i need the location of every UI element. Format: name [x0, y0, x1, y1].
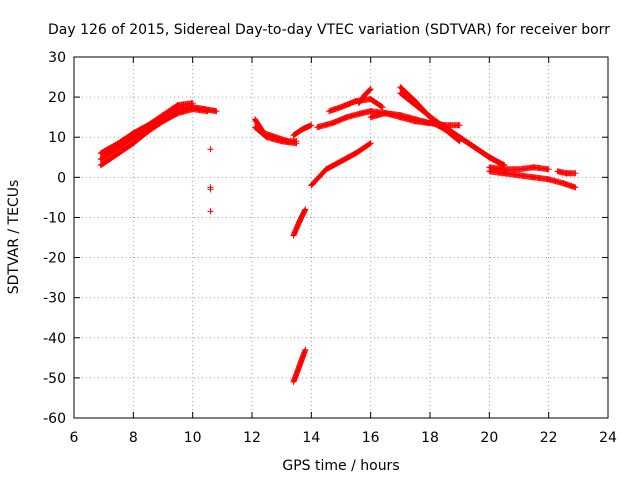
- series-arc-morning-2: [97, 106, 211, 169]
- data-point: [97, 150, 122, 169]
- data-point: [189, 106, 211, 115]
- grid: [74, 57, 608, 418]
- data-point: [560, 180, 579, 191]
- y-tick-label: -10: [43, 210, 66, 226]
- series-arc-late-1: [486, 164, 552, 173]
- x-tick-label: 12: [243, 430, 261, 446]
- data-point: [361, 86, 374, 99]
- data-point: [145, 112, 166, 129]
- x-tick-label: 16: [362, 430, 380, 446]
- data-point: [160, 102, 181, 119]
- series-arc-late-2: [486, 168, 579, 191]
- y-tick-label: -60: [43, 411, 66, 427]
- x-tick-label: 8: [129, 430, 138, 446]
- series-arc-afternoon-3: [326, 96, 386, 115]
- data-point: [456, 134, 478, 151]
- data-point: [367, 96, 386, 111]
- data-point: [397, 84, 419, 105]
- series-arc-noon-2: [252, 124, 300, 147]
- x-tick-label: 18: [421, 430, 439, 446]
- data-point: [397, 90, 422, 111]
- series-isolated-points: [207, 146, 214, 215]
- data-point: [252, 124, 270, 141]
- series-layer: [97, 84, 579, 385]
- data-point: [352, 140, 374, 157]
- series-arc-afternoon-1: [290, 122, 315, 139]
- series-drop-1: [290, 206, 309, 239]
- y-tick-label: -20: [43, 251, 66, 267]
- y-axis-label: SDTVAR / TECUs: [6, 180, 22, 295]
- data-point: [130, 128, 152, 147]
- data-point: [145, 118, 166, 135]
- y-tick-label: -50: [43, 371, 66, 387]
- data-point: [296, 206, 309, 225]
- y-tick-label: 30: [48, 50, 66, 66]
- data-point: [115, 134, 137, 151]
- x-tick-label: 20: [480, 430, 498, 446]
- y-tick-label: -30: [43, 291, 66, 307]
- data-point: [486, 154, 508, 169]
- series-arc-evening-1: [367, 110, 463, 129]
- x-axis: 6 8 10 12 14 16 18 20 22 24: [70, 57, 617, 446]
- y-tick-label: -40: [43, 331, 66, 347]
- data-point: [308, 166, 330, 189]
- data-point: [296, 346, 309, 369]
- data-point: [97, 144, 122, 163]
- data-point: [563, 170, 579, 177]
- y-tick-label: 10: [48, 130, 66, 146]
- series-rise-1: [308, 140, 374, 189]
- x-tick-label: 10: [184, 430, 202, 446]
- x-axis-label: GPS time / hours: [282, 458, 399, 474]
- chart-title: Day 126 of 2015, Sidereal Day-to-day VTE…: [48, 22, 610, 38]
- series-arc-morning-3: [97, 100, 196, 157]
- series-spike-1: [355, 86, 374, 107]
- y-tick-label: 0: [57, 170, 66, 186]
- x-tick-label: 14: [302, 430, 320, 446]
- y-tick-label: 20: [48, 90, 66, 106]
- x-tick-label: 6: [70, 430, 79, 446]
- x-tick-label: 22: [540, 430, 558, 446]
- data-point: [207, 208, 214, 215]
- data-point: [299, 122, 315, 133]
- data-point: [174, 100, 196, 109]
- y-axis: 30 20 10 0 -10 -20 -30 -40 -50 -60: [43, 50, 608, 427]
- series-arc-late-3: [554, 168, 579, 177]
- data-point: [115, 130, 137, 147]
- data-point: [530, 164, 552, 173]
- series-drop-2: [290, 346, 309, 385]
- data-point: [207, 186, 214, 193]
- series-decline-3: [427, 118, 508, 169]
- data-point: [97, 140, 122, 157]
- data-point: [290, 126, 306, 139]
- data-point: [278, 138, 300, 147]
- data-point: [207, 146, 214, 153]
- x-tick-label: 24: [599, 430, 617, 446]
- plot-border: [73, 56, 609, 419]
- data-point: [355, 92, 368, 107]
- data-point: [115, 140, 137, 157]
- data-point: [471, 144, 493, 161]
- data-point: [415, 104, 439, 125]
